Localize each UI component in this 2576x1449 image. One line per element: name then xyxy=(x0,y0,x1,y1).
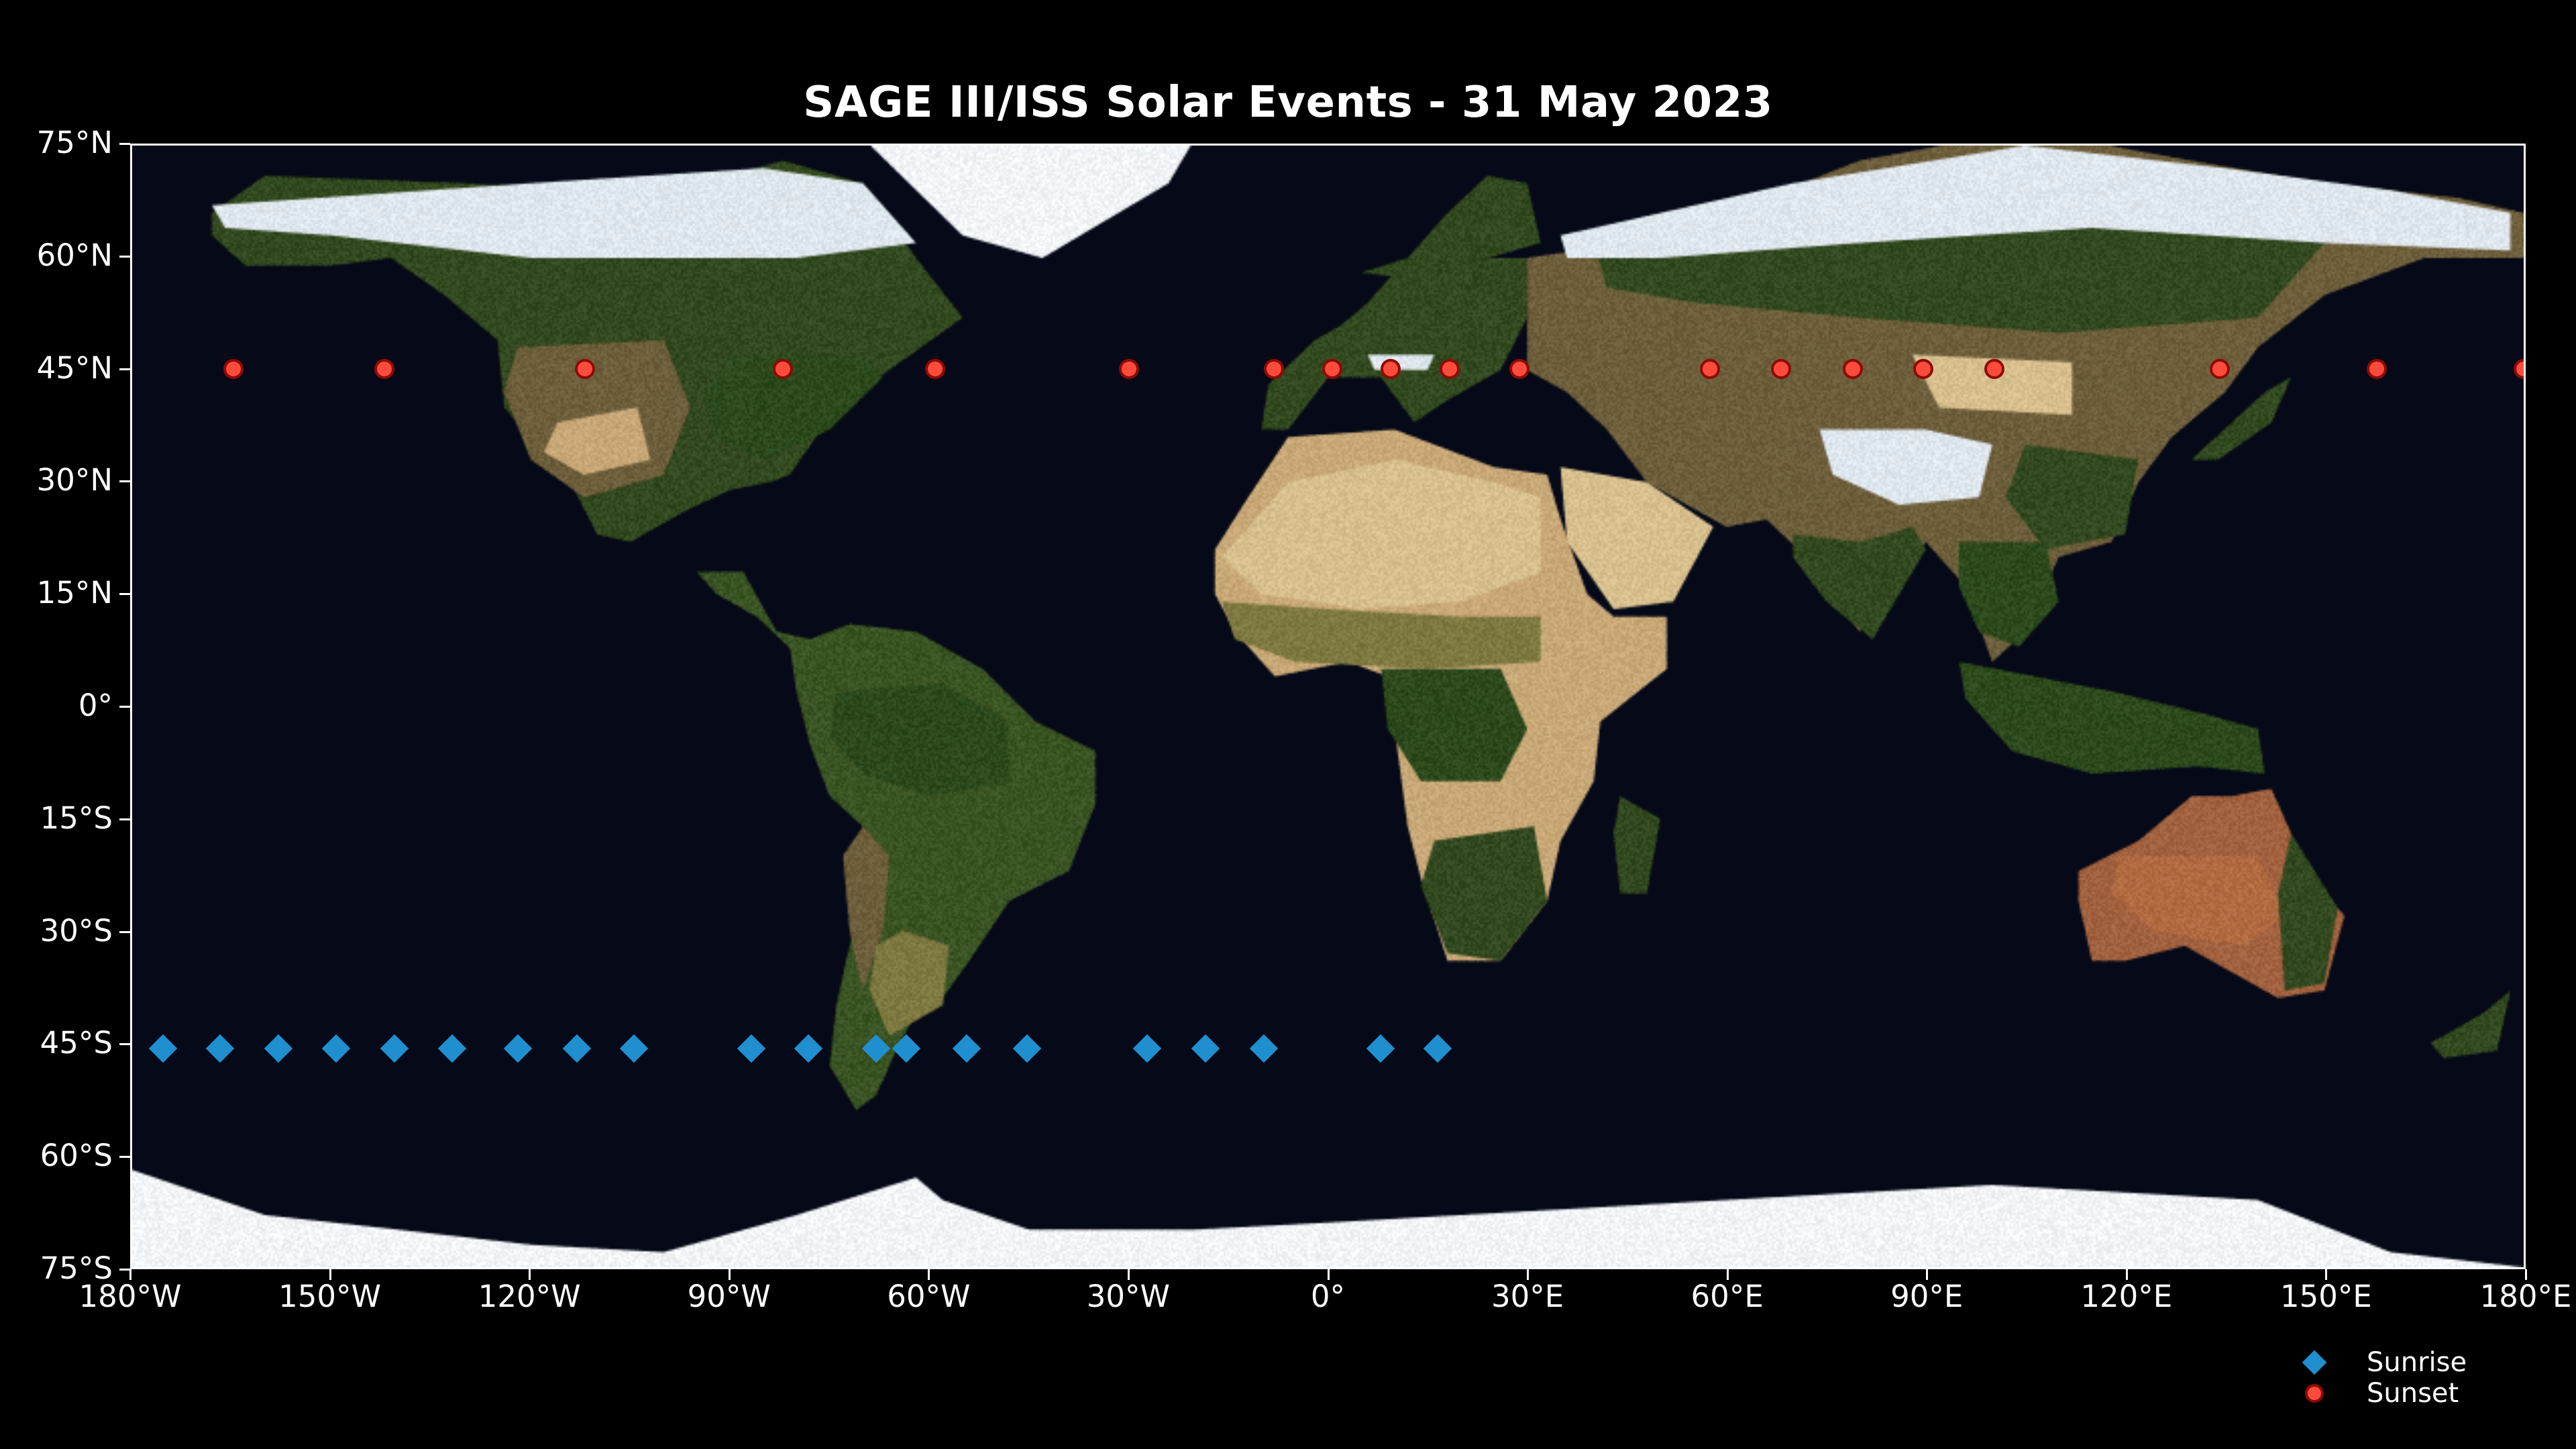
x-axis-tick-label: 150°E xyxy=(2280,1279,2372,1314)
y-axis-tick-label: 30°N xyxy=(0,462,113,498)
y-axis-tick xyxy=(119,368,130,370)
legend-diamond-icon xyxy=(2302,1350,2327,1375)
x-axis-tick-label: 0° xyxy=(1311,1279,1345,1314)
legend-circle-icon xyxy=(2308,1387,2321,1400)
y-axis-tick-label: 15°S xyxy=(0,800,113,836)
y-axis-tick-label: 45°N xyxy=(0,350,113,386)
legend-sunset[interactable]: Sunset xyxy=(2294,1378,2549,1409)
x-axis-tick-label: 30°E xyxy=(1491,1279,1564,1314)
x-axis-tick-label: 120°E xyxy=(2080,1279,2172,1314)
x-axis-tick-label: 90°E xyxy=(1890,1279,1963,1314)
y-axis-tick-label: 15°N xyxy=(0,575,113,610)
x-axis-tick-label: 30°W xyxy=(1087,1279,1170,1314)
y-axis-tick xyxy=(119,593,130,595)
page-title: SAGE III/ISS Solar Events - 31 May 2023 xyxy=(0,78,2576,127)
figure-root: SAGE III/ISS Solar Events - 31 May 2023 … xyxy=(0,0,2576,1449)
x-axis-tick-label: 180°W xyxy=(79,1279,182,1314)
x-axis-tick-label: 120°W xyxy=(478,1279,581,1314)
legend-sunrise[interactable]: Sunrise xyxy=(2294,1347,2549,1378)
y-axis-tick xyxy=(119,1043,130,1045)
x-axis-tick-label: 60°E xyxy=(1691,1279,1764,1314)
legend-label: Sunset xyxy=(2367,1378,2459,1409)
y-axis-tick xyxy=(119,1269,130,1271)
y-axis-tick-label: 60°N xyxy=(0,237,113,273)
map-plot-area[interactable] xyxy=(130,144,2526,1269)
x-axis-tick-label: 150°W xyxy=(278,1279,381,1314)
y-axis-tick xyxy=(119,818,130,820)
y-axis-tick xyxy=(119,256,130,258)
y-axis-tick xyxy=(119,480,130,482)
y-axis-tick xyxy=(119,1156,130,1158)
y-axis-tick-label: 30°S xyxy=(0,913,113,949)
y-axis-tick xyxy=(119,931,130,933)
x-axis-tick-label: 90°W xyxy=(688,1279,771,1314)
y-axis-tick xyxy=(119,706,130,708)
y-axis-tick-label: 45°S xyxy=(0,1025,113,1061)
y-axis-tick-label: 0° xyxy=(0,688,113,723)
y-axis-tick-label: 75°N xyxy=(0,125,113,160)
world-basemap-image xyxy=(132,146,2524,1267)
x-axis-tick-label: 60°W xyxy=(887,1279,970,1314)
y-axis-tick-label: 60°S xyxy=(0,1138,113,1173)
legend: Sunrise Sunset xyxy=(2294,1347,2549,1409)
x-axis-tick-label: 180°E xyxy=(2480,1279,2572,1314)
legend-label: Sunrise xyxy=(2367,1347,2467,1378)
y-axis-tick xyxy=(119,143,130,145)
